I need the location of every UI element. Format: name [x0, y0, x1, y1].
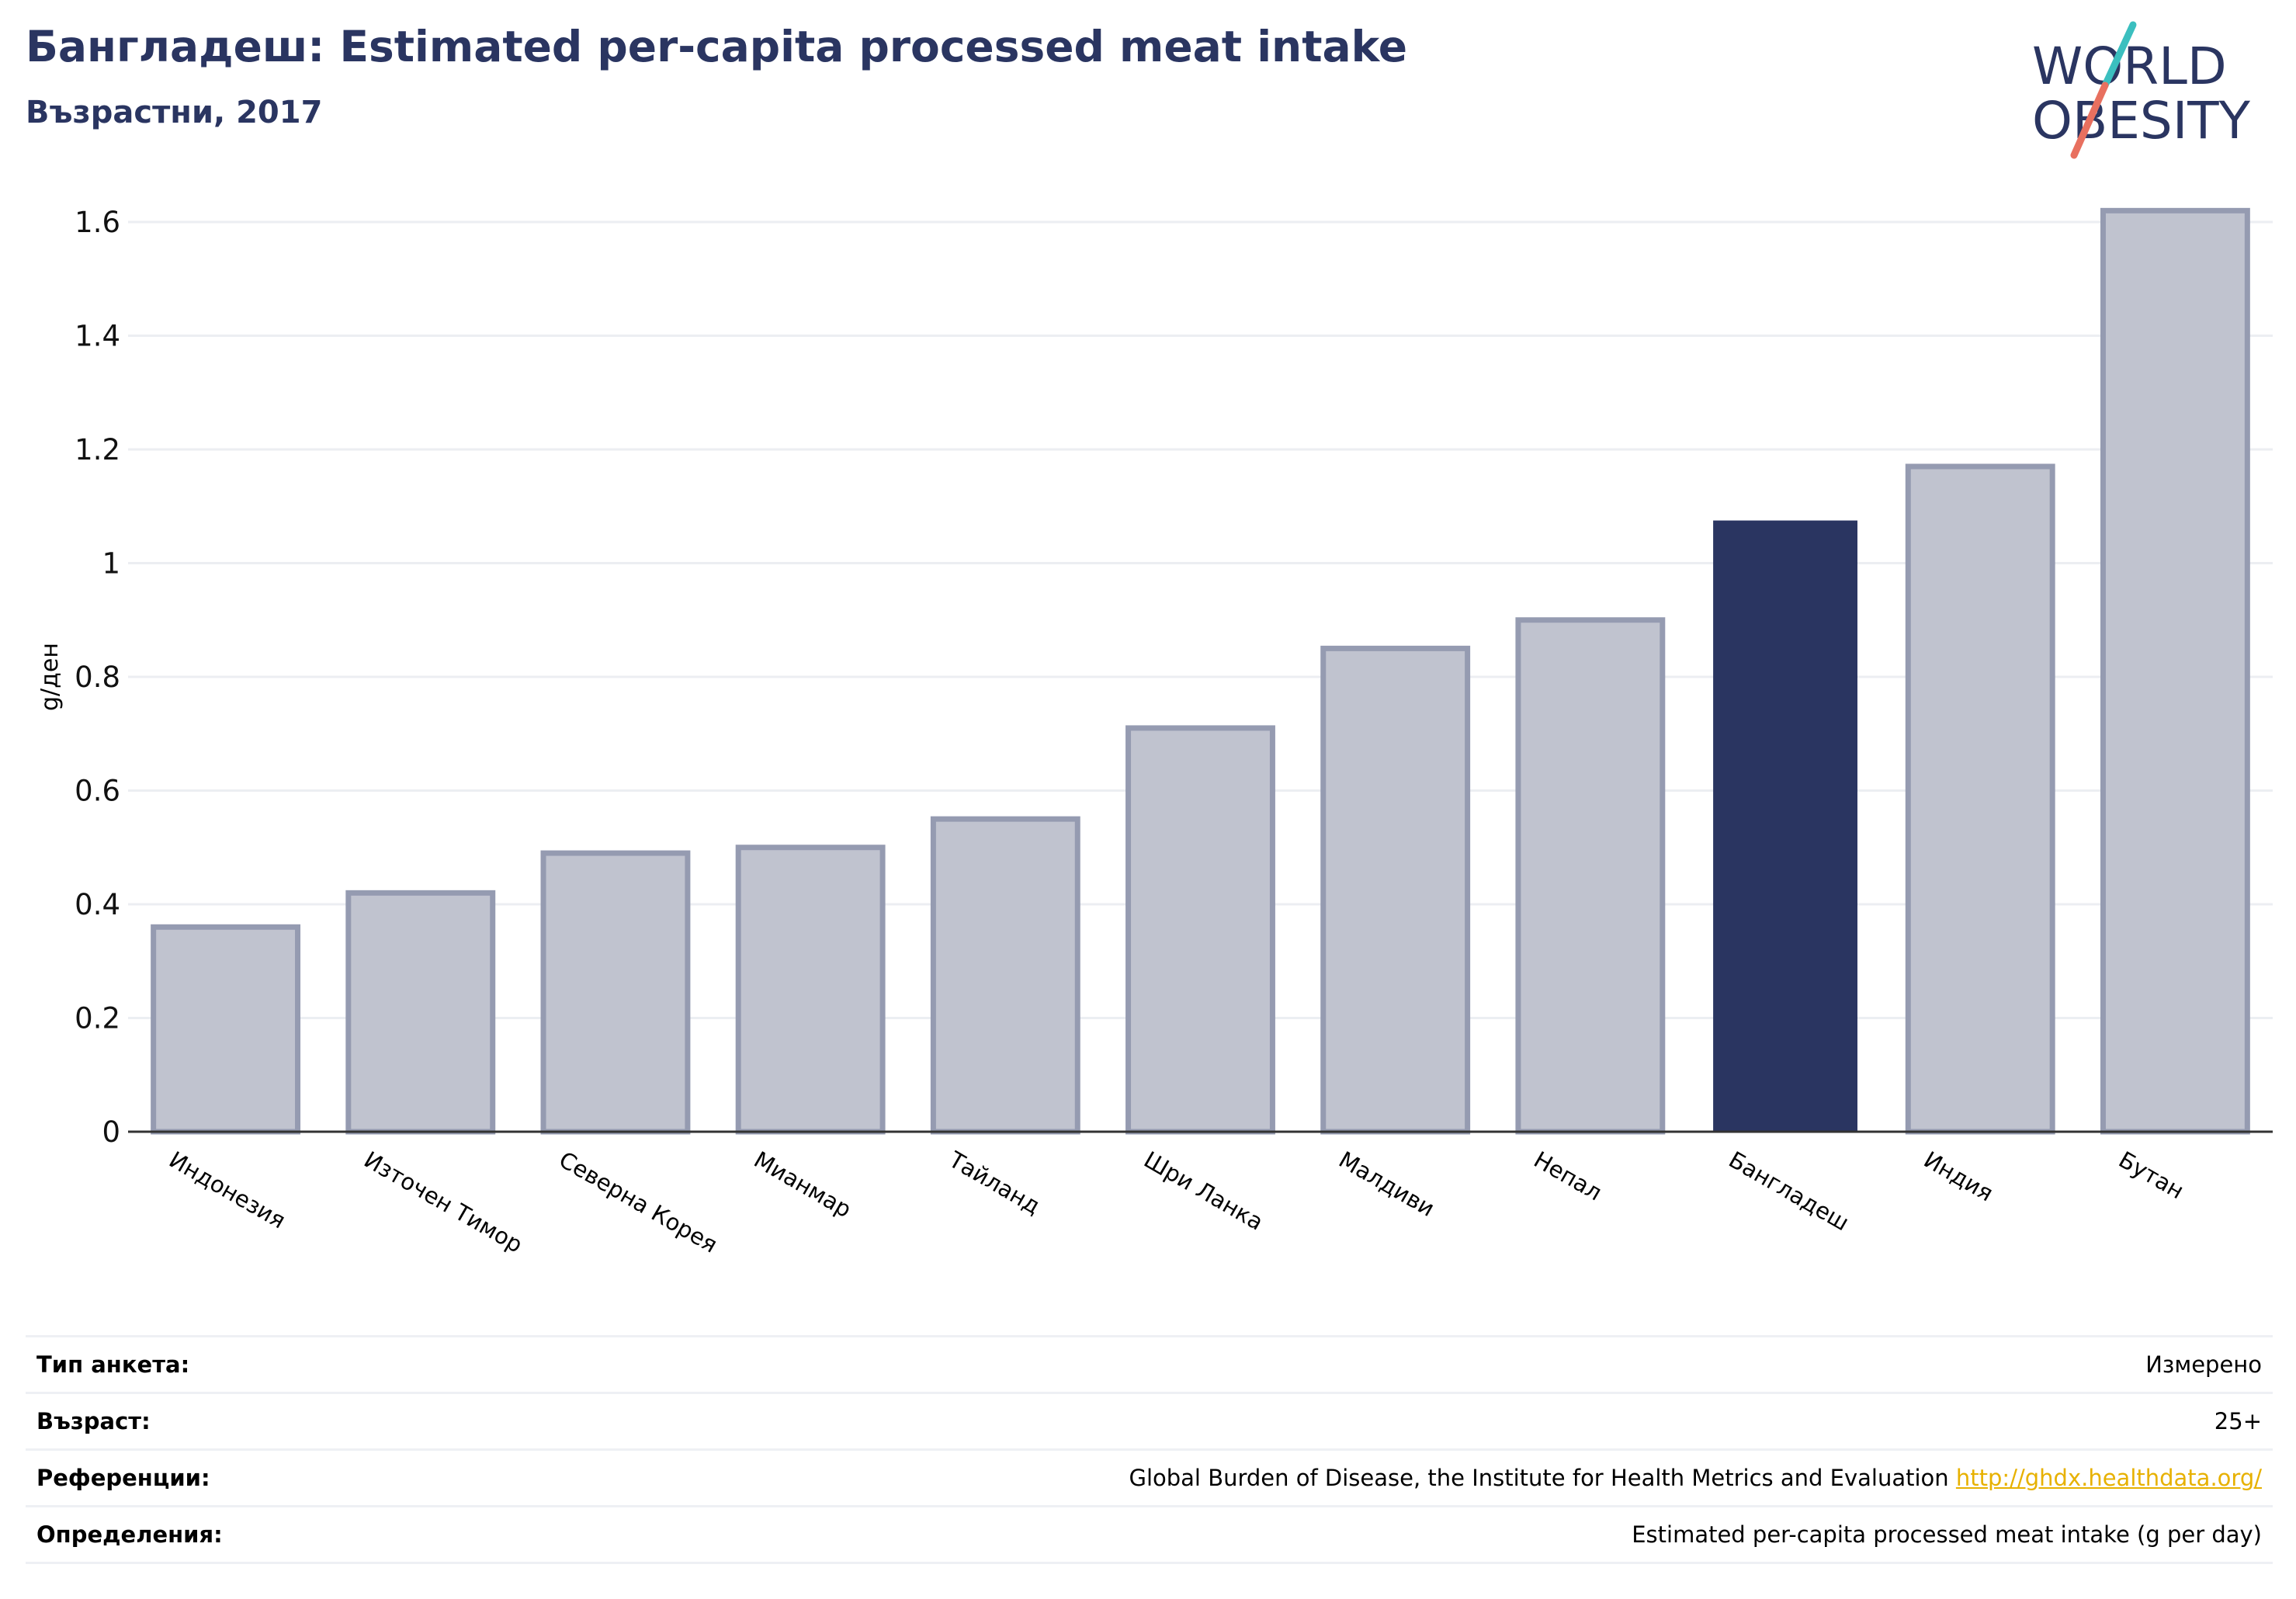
- x-tick-label: Бутан: [2114, 1146, 2189, 1205]
- page-subtitle: Възрастни, 2017: [26, 95, 323, 130]
- info-table: Тип анкета: Измерено Възраст: 25+ Рефере…: [26, 1335, 2273, 1564]
- info-row-age: Възраст: 25+: [26, 1392, 2273, 1448]
- bar-1[interactable]: [151, 924, 301, 1135]
- x-tick-label: Непал: [1529, 1146, 1606, 1206]
- y-tick-label: 1.4: [75, 320, 120, 353]
- page-title: Бангладеш: Estimated per-capita processe…: [26, 22, 1408, 71]
- x-tick-label: Малдиви: [1334, 1146, 1439, 1223]
- x-tick-label: Индонезия: [165, 1146, 290, 1234]
- info-key: Определения:: [36, 1521, 223, 1548]
- bar-2[interactable]: [345, 890, 496, 1135]
- x-tick-label: Северна Корея: [554, 1146, 722, 1258]
- info-value: 25+: [2214, 1408, 2262, 1434]
- info-row-survey-type: Тип анкета: Измерено: [26, 1335, 2273, 1392]
- x-tick-label: Бангладеш: [1725, 1146, 1854, 1237]
- reference-text: Global Burden of Disease, the Institute …: [1129, 1465, 1949, 1491]
- y-tick-label: 0: [102, 1115, 120, 1149]
- info-row-definitions: Определения: Estimated per-capita proces…: [26, 1505, 2273, 1564]
- x-tick-label: Източен Тимор: [359, 1146, 527, 1258]
- bar-10[interactable]: [1905, 463, 2055, 1135]
- x-tick-label: Мианмар: [750, 1146, 856, 1223]
- info-value: Global Burden of Disease, the Institute …: [1129, 1465, 2262, 1491]
- logo-slash-coral: [2070, 82, 2109, 159]
- bar-8[interactable]: [1515, 617, 1666, 1135]
- y-tick-label: 0.6: [75, 775, 120, 808]
- info-value: Estimated per-capita processed meat inta…: [1632, 1521, 2262, 1548]
- info-key: Възраст:: [36, 1408, 151, 1434]
- x-tick-label: Индия: [1920, 1146, 1998, 1207]
- bar-chart: 0 0.2 0.4 0.6 0.8 1 1.2 1.4 1.6 Индонезия Източен…: [36, 206, 2273, 1258]
- y-tick-label: 0.8: [75, 661, 120, 694]
- bar-3[interactable]: [540, 850, 691, 1135]
- bar-6[interactable]: [1125, 725, 1275, 1135]
- logo-line1: WORLD: [2032, 36, 2227, 96]
- y-axis-ticks: 0 0.2 0.4 0.6 0.8 1 1.2 1.4 1.6: [75, 206, 120, 1149]
- y-axis-label: g/ден: [36, 643, 64, 711]
- x-tick-label: Шри Ланка: [1139, 1146, 1268, 1236]
- bar-5[interactable]: [930, 816, 1080, 1135]
- y-tick-label: 0.2: [75, 1002, 120, 1035]
- info-row-references: Референции: Global Burden of Disease, th…: [26, 1448, 2273, 1505]
- reference-link[interactable]: http://ghdx.healthdata.org/: [1955, 1465, 2262, 1491]
- bars: [151, 207, 2250, 1135]
- info-value: Измерено: [2145, 1351, 2262, 1378]
- info-key: Тип анкета:: [36, 1351, 190, 1378]
- x-tick-label: Тайланд: [944, 1146, 1045, 1219]
- y-tick-label: 1.2: [75, 433, 120, 467]
- y-tick-label: 1.6: [75, 206, 120, 239]
- y-tick-label: 0.4: [75, 888, 120, 921]
- x-axis-labels: Индонезия Източен Тимор Северна Корея Мианм…: [165, 1146, 2188, 1258]
- logo-slash-teal: [2101, 21, 2137, 89]
- bar-11[interactable]: [2100, 207, 2250, 1135]
- bar-4[interactable]: [735, 845, 886, 1135]
- bar-9[interactable]: [1713, 520, 1857, 1132]
- world-obesity-logo[interactable]: WORLD OBESITY: [2018, 16, 2282, 171]
- logo-line2: OBESITY: [2032, 91, 2251, 151]
- info-key: Референции:: [36, 1465, 210, 1491]
- y-tick-label: 1: [102, 547, 120, 581]
- bar-7[interactable]: [1320, 645, 1471, 1135]
